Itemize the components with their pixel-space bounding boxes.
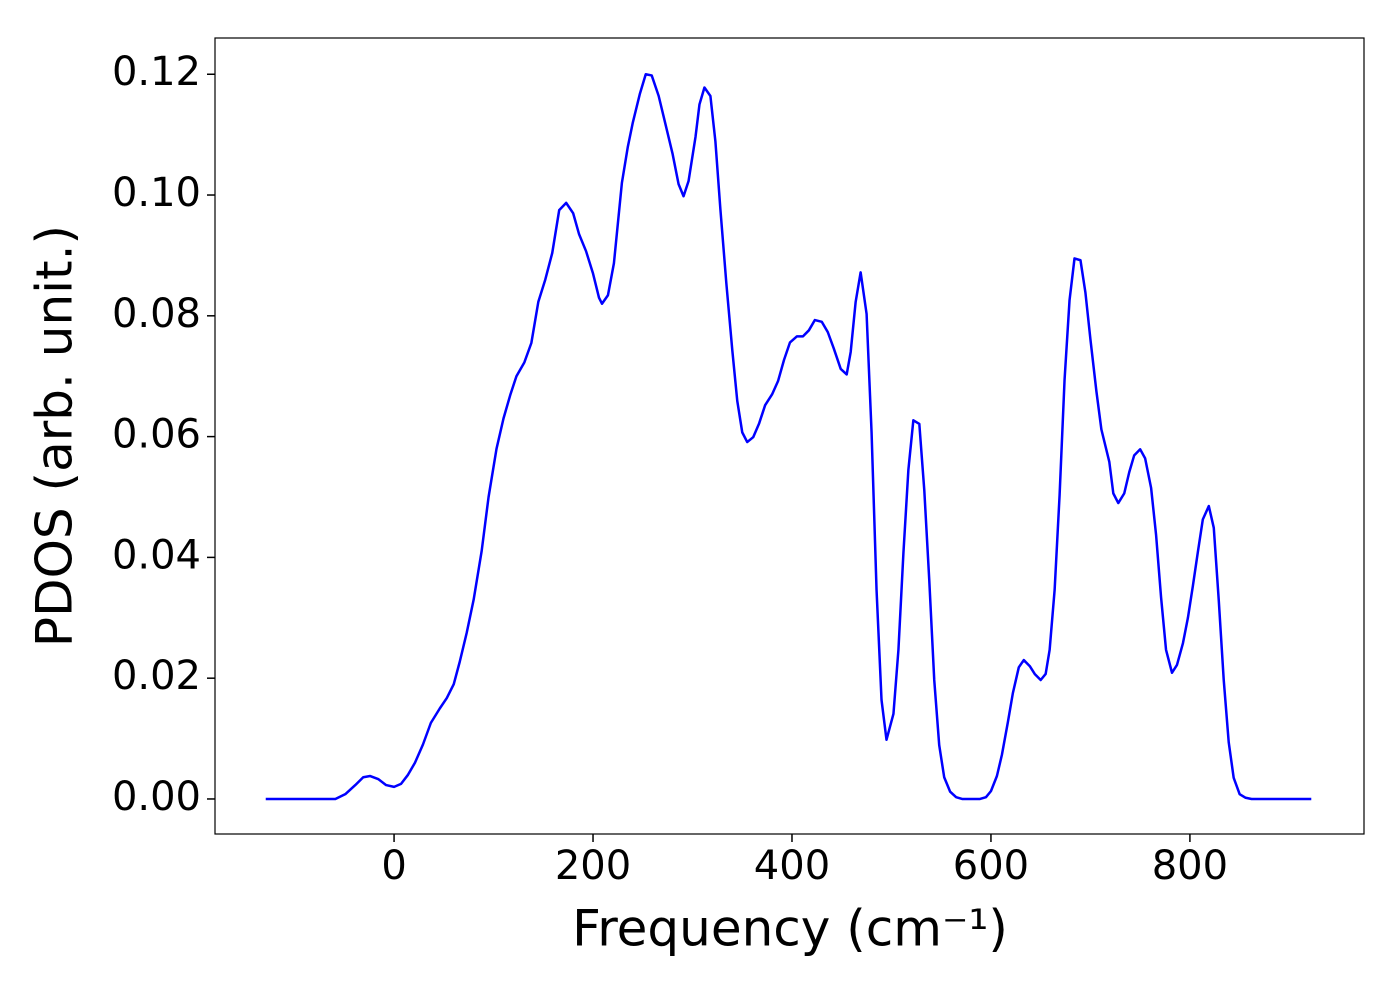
- y-tick-label: 0.12: [112, 49, 201, 95]
- y-tick-label: 0.04: [112, 532, 201, 578]
- x-tick-label: 200: [555, 843, 631, 889]
- plot-frame: [214, 37, 1365, 835]
- y-tick-label: 0.10: [112, 170, 201, 216]
- x-tick-label: 800: [1152, 843, 1228, 889]
- y-tick-label: 0.00: [112, 774, 201, 820]
- x-tick-label: 0: [381, 843, 406, 889]
- y-tick-label: 0.08: [112, 291, 201, 337]
- y-axis-label: PDOS (arb. unit.): [26, 225, 84, 647]
- line: [265, 72, 1312, 801]
- x-tick-label: 400: [754, 843, 830, 889]
- y-tick-label: 0.02: [112, 653, 201, 699]
- x-tick-label: 600: [953, 843, 1029, 889]
- x-axis-label: Frequency (cm⁻¹): [572, 900, 1008, 958]
- y-tick-label: 0.06: [112, 412, 201, 458]
